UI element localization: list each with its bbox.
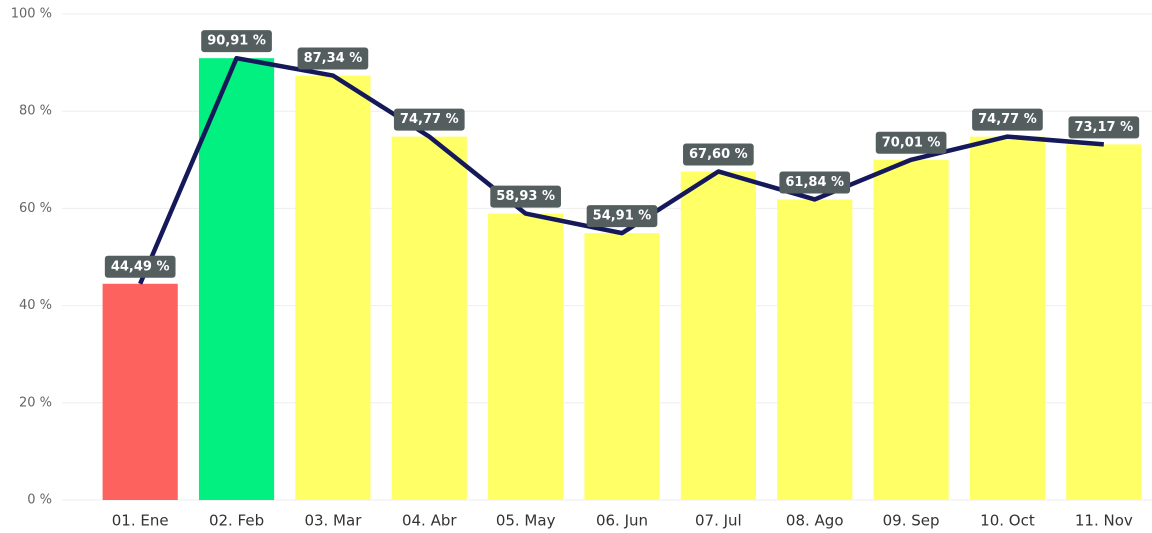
value-label: 87,34 % — [297, 47, 369, 70]
value-label-text: 58,93 % — [496, 189, 555, 204]
bar — [391, 136, 467, 500]
y-tick-label: 20 % — [19, 395, 52, 410]
bar — [488, 213, 564, 500]
bar — [969, 136, 1046, 500]
value-label-box — [490, 185, 561, 208]
bar — [584, 233, 660, 501]
bar — [1066, 144, 1142, 500]
value-label-box — [972, 108, 1043, 131]
value-label: 58,93 % — [490, 185, 561, 208]
x-tick-label: 10. Oct — [980, 512, 1035, 530]
value-label-text: 54,91 % — [593, 209, 652, 224]
bar — [198, 58, 275, 500]
x-tick-label: 09. Sep — [883, 512, 940, 530]
value-label-text: 73,17 % — [1074, 120, 1133, 135]
value-label-box — [393, 108, 465, 131]
value-label: 44,49 % — [104, 255, 176, 278]
value-label-text: 70,01 % — [882, 135, 941, 150]
x-tick-label: 02. Feb — [209, 512, 264, 530]
x-tick-label: 03. Mar — [304, 512, 362, 530]
value-label-box — [1068, 116, 1140, 139]
value-label: 54,91 % — [586, 205, 658, 228]
value-label-box — [683, 143, 754, 166]
x-tick-label: 08. Ago — [786, 512, 844, 530]
x-tick-label: 11. Nov — [1075, 512, 1133, 530]
value-label-box — [779, 171, 851, 194]
bar — [777, 199, 853, 501]
value-label-text: 87,34 % — [304, 51, 363, 66]
bar — [102, 283, 178, 500]
y-tick-label: 40 % — [19, 298, 52, 313]
value-label: 90,91 % — [201, 30, 272, 53]
value-label-box — [201, 30, 272, 53]
value-label-box — [875, 131, 947, 154]
value-label-text: 74,77 % — [400, 112, 459, 127]
value-label-text: 74,77 % — [978, 112, 1037, 127]
bar — [873, 159, 949, 500]
value-label-box — [586, 205, 658, 228]
x-tick-label: 04. Abr — [402, 512, 457, 530]
value-label: 70,01 % — [875, 131, 947, 154]
x-tick-label: 07. Jul — [695, 512, 742, 530]
value-label-text: 61,84 % — [785, 175, 844, 190]
value-label-box — [297, 47, 369, 70]
value-label: 73,17 % — [1068, 116, 1140, 139]
x-tick-label: 01. Ene — [112, 512, 169, 530]
value-label: 74,77 % — [972, 108, 1043, 131]
value-label: 67,60 % — [683, 143, 754, 166]
bar — [295, 75, 371, 501]
x-tick-label: 06. Jun — [596, 512, 648, 530]
y-tick-label: 100 % — [11, 7, 52, 22]
value-label: 61,84 % — [779, 171, 851, 194]
value-label-text: 67,60 % — [689, 147, 748, 162]
bar — [680, 171, 756, 501]
y-tick-label: 60 % — [19, 201, 52, 216]
y-tick-label: 0 % — [27, 493, 52, 508]
y-tick-label: 80 % — [19, 104, 52, 119]
value-label-text: 90,91 % — [207, 34, 266, 49]
value-label-box — [104, 255, 176, 278]
value-label: 74,77 % — [393, 108, 465, 131]
value-label-text: 44,49 % — [111, 259, 170, 274]
x-tick-label: 05. May — [496, 512, 556, 530]
